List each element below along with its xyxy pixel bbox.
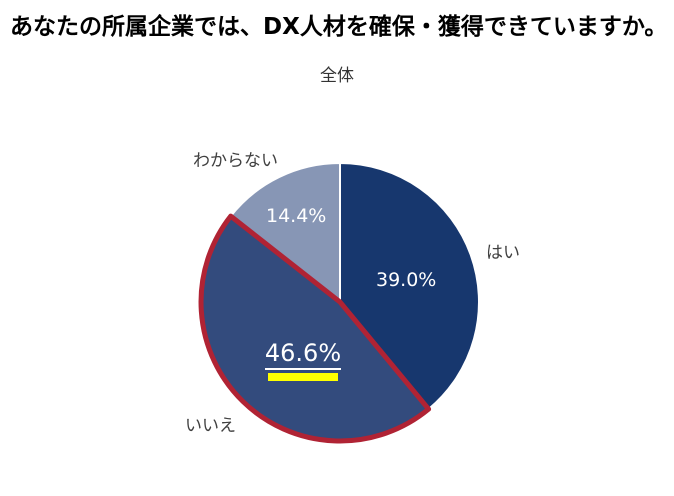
value-label-unknown: 14.4% [266,205,327,227]
page-title: あなたの所属企業では、DX人材を確保・獲得できていますか。 [10,14,668,40]
value-label-yes: 39.0% [376,269,437,291]
pie-slice-no [198,213,432,444]
value-label-no-group: 46.6% [258,339,348,381]
highlight-bar [268,373,338,381]
pie-slice-unknown [229,162,341,303]
pie-slice-yes [339,162,480,411]
category-label-no: いいえ [185,416,236,436]
chart-subtitle: 全体 [320,66,354,86]
category-label-yes: はい [486,243,520,263]
category-label-unknown: わからない [193,151,278,171]
value-label-no: 46.6% [264,339,342,370]
